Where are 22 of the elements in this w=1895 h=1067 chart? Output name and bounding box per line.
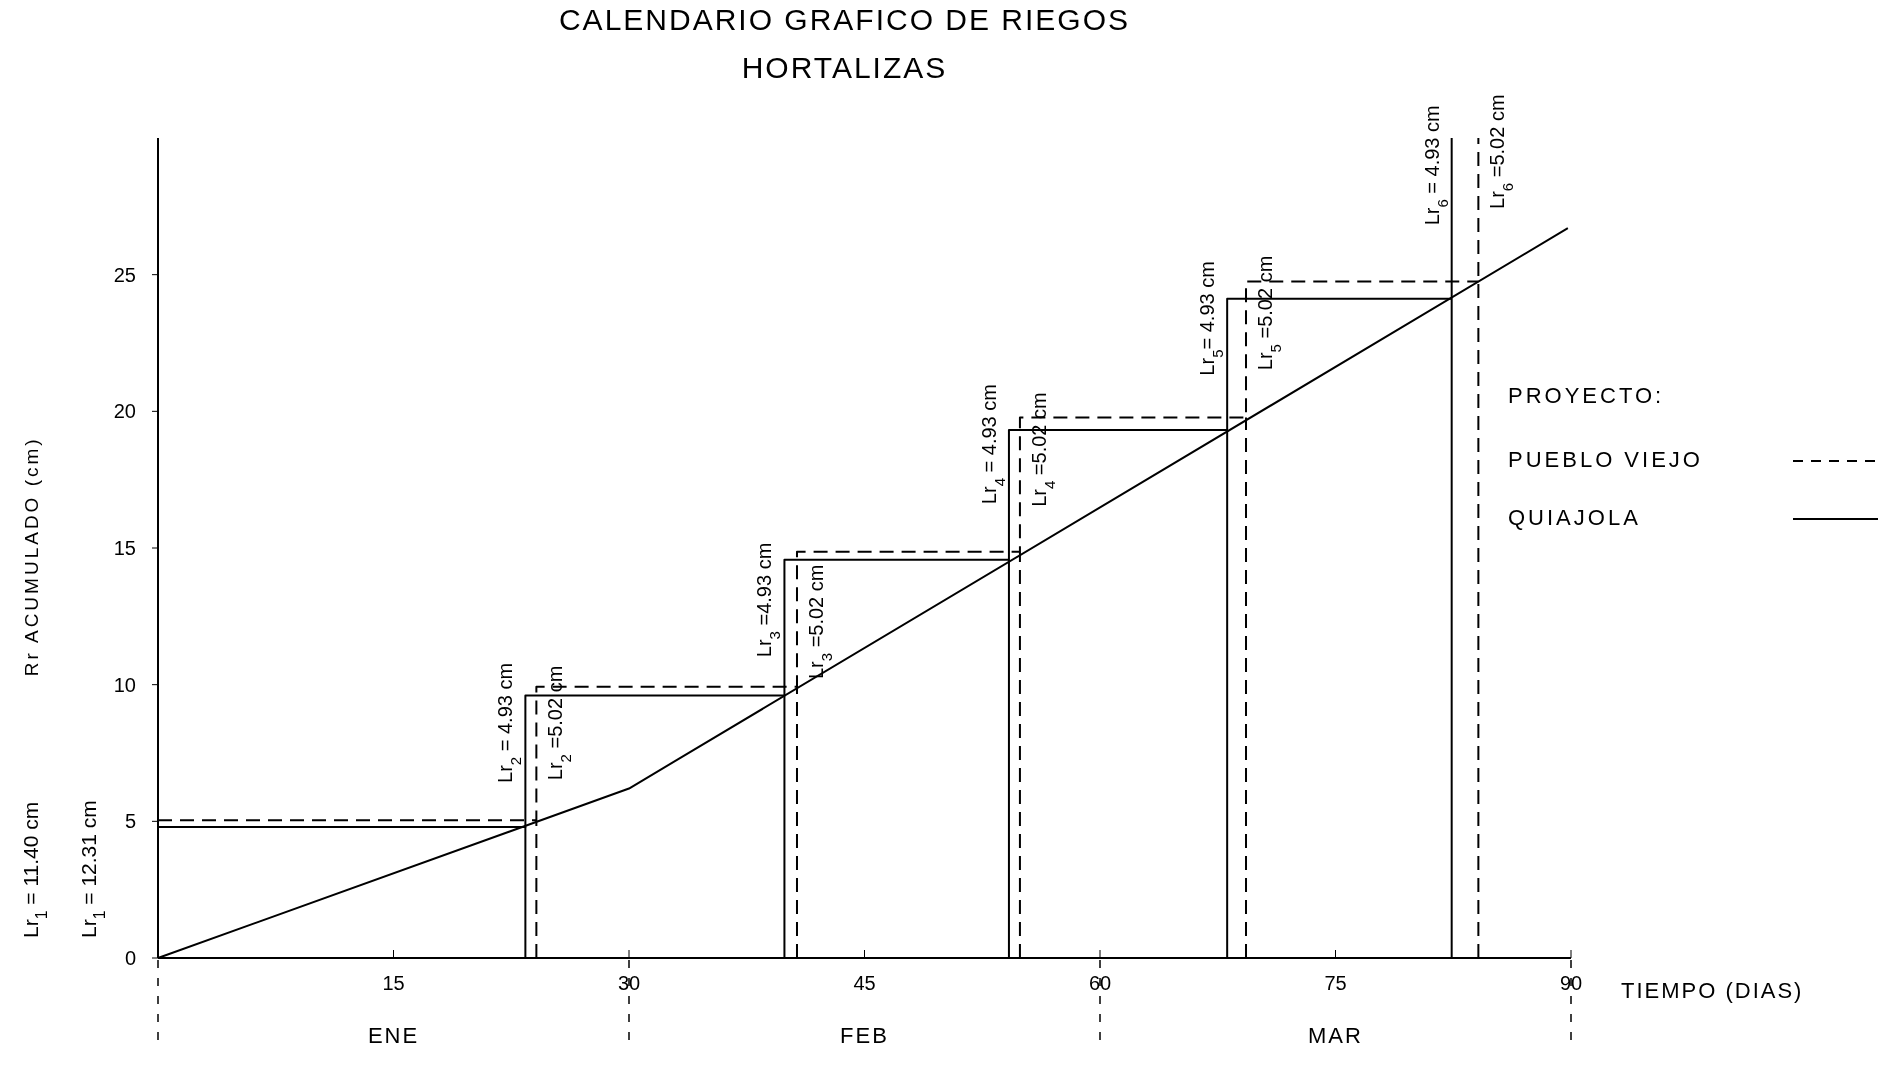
x-axis-title: TIEMPO (DIAS) [1621, 978, 1804, 1003]
x-tick-label: 60 [1088, 972, 1112, 994]
y-tick-label: 25 [113, 263, 136, 286]
chart-title: CALENDARIO GRAFICO DE RIEGOS [558, 3, 1131, 36]
x-tick-label: 75 [1324, 972, 1347, 994]
y-tick-label: 15 [113, 537, 136, 559]
x-tick-label: 15 [382, 972, 405, 994]
y-axis-title: Rr ACUMULADO (cm) [21, 436, 42, 677]
text: FEB [840, 1023, 889, 1048]
y-tick-label: 10 [113, 673, 136, 696]
text: PUEBLO VIEJO [1508, 447, 1703, 472]
legend-title: PROYECTO: [1508, 383, 1665, 408]
y-tick-label: 0 [124, 947, 136, 969]
y-tick-label: 5 [124, 810, 136, 833]
x-tick-label: 30 [617, 972, 641, 994]
text: ENE [367, 1023, 420, 1048]
text: MAR [1308, 1023, 1363, 1048]
x-tick-label: 90 [1559, 972, 1583, 994]
y-tick-label: 20 [113, 400, 136, 423]
x-tick-label: 45 [853, 972, 876, 994]
chart-subtitle: HORTALIZAS [741, 51, 948, 84]
text: QUIAJOLA [1508, 505, 1641, 530]
